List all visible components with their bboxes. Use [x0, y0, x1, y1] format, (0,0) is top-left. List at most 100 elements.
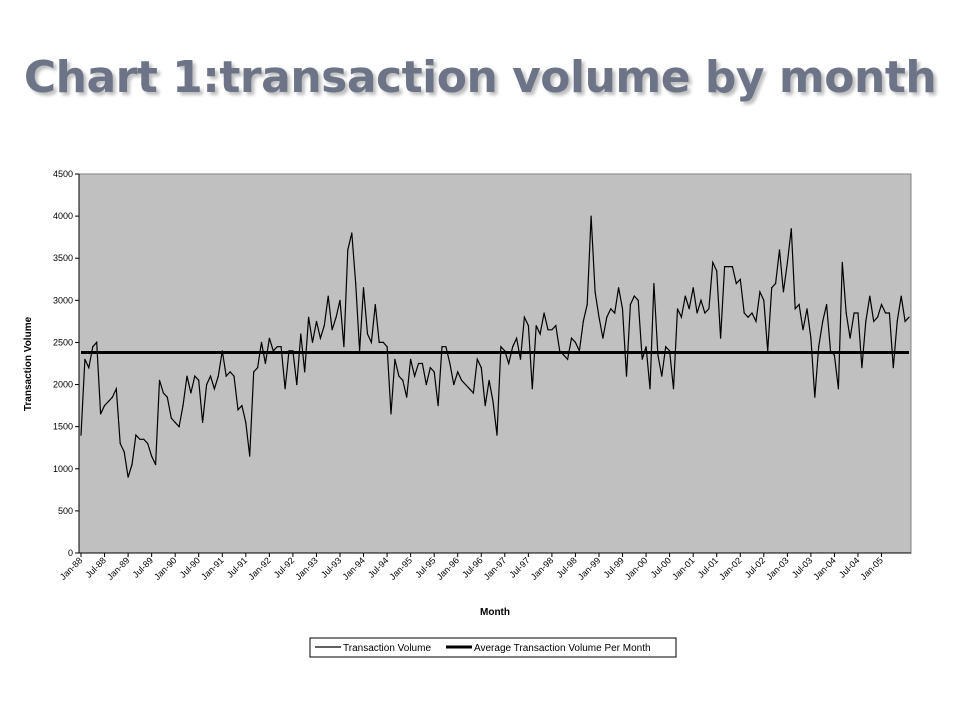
- data-point: [672, 388, 675, 390]
- data-point: [696, 312, 698, 314]
- legend: Transaction Volume Average Transaction V…: [309, 637, 677, 658]
- data-point: [410, 358, 412, 360]
- data-point: [221, 350, 223, 352]
- data-point: [755, 320, 757, 322]
- data-point: [280, 346, 282, 348]
- data-point: [594, 291, 596, 293]
- data-point: [378, 341, 380, 343]
- data-point: [206, 384, 208, 386]
- legend-label-transaction-volume: Transaction Volume: [343, 643, 431, 654]
- data-point: [873, 320, 875, 322]
- data-point: [884, 312, 887, 314]
- data-point: [731, 266, 734, 268]
- data-point: [331, 329, 333, 331]
- data-point: [535, 325, 537, 327]
- data-point: [653, 282, 655, 285]
- x-axis-title: Month: [480, 607, 510, 618]
- data-point: [174, 421, 176, 424]
- data-point: [84, 358, 86, 360]
- data-point: [539, 333, 541, 335]
- data-point: [625, 375, 628, 377]
- data-point: [257, 367, 259, 369]
- data-point: [143, 438, 145, 440]
- data-point: [688, 308, 690, 310]
- data-point: [790, 228, 792, 230]
- data-point: [237, 409, 239, 411]
- data-point: [543, 312, 545, 314]
- x-tick-label: Jul-04: [837, 555, 861, 579]
- data-point: [763, 299, 765, 301]
- y-tick-label: 1000: [53, 464, 73, 474]
- data-point: [500, 346, 502, 348]
- data-point: [339, 299, 341, 301]
- data-point: [382, 341, 384, 343]
- data-point: [288, 350, 290, 352]
- data-point: [162, 392, 164, 394]
- data-point: [119, 442, 121, 445]
- data-point: [735, 282, 737, 285]
- data-point: [512, 346, 514, 348]
- legend-label-average: Average Transaction Volume Per Month: [474, 643, 651, 654]
- data-point: [217, 375, 219, 377]
- x-tick-label: Jul-96: [460, 555, 484, 579]
- data-point: [476, 358, 478, 360]
- data-point: [767, 350, 769, 352]
- y-tick-label: 500: [58, 506, 73, 516]
- data-point: [849, 337, 851, 339]
- data-point: [304, 371, 306, 373]
- x-tick-label: Jul-92: [272, 555, 296, 579]
- data-point: [751, 312, 753, 314]
- data-point: [253, 371, 255, 373]
- data-point: [771, 287, 773, 289]
- data-point: [366, 333, 369, 335]
- data-point: [453, 384, 455, 386]
- data-point: [202, 421, 204, 424]
- x-tick-label: Jan-05: [858, 555, 885, 582]
- data-point: [869, 295, 871, 297]
- x-tick-label: Jan-02: [717, 555, 744, 582]
- data-point: [759, 291, 761, 293]
- data-point: [213, 388, 215, 390]
- data-point: [747, 316, 749, 318]
- data-point: [778, 249, 781, 251]
- y-tick-label: 0: [68, 548, 73, 558]
- data-point: [645, 346, 647, 348]
- x-tick-label: Jul-95: [413, 555, 437, 579]
- data-point: [347, 249, 349, 251]
- y-tick-label: 4500: [53, 169, 73, 179]
- data-point: [421, 362, 423, 365]
- series-points: [80, 215, 910, 478]
- data-point: [225, 375, 227, 377]
- x-tick-label: Jul-98: [554, 555, 578, 579]
- data-point: [123, 451, 125, 453]
- x-tick-label: Jul-94: [366, 555, 390, 579]
- data-point: [618, 287, 620, 289]
- data-point: [433, 371, 435, 373]
- data-point: [574, 341, 577, 343]
- data-point: [504, 350, 506, 352]
- data-point: [264, 362, 266, 365]
- data-point: [739, 278, 741, 280]
- data-point: [559, 350, 561, 352]
- data-point: [245, 421, 247, 424]
- data-point: [241, 405, 243, 407]
- x-tick-label: Jul-89: [131, 555, 155, 579]
- data-point: [308, 316, 310, 318]
- data-point: [166, 396, 168, 398]
- x-tick-label: Jan-99: [576, 555, 603, 582]
- data-point: [260, 341, 263, 343]
- data-point: [88, 367, 90, 369]
- x-tick-label: Jul-88: [84, 555, 108, 579]
- data-point: [468, 388, 471, 390]
- x-tick-label: Jan-93: [293, 555, 320, 582]
- x-tick-label: Jan-90: [152, 555, 179, 582]
- data-point: [802, 329, 804, 331]
- data-point: [578, 350, 581, 352]
- data-point: [904, 320, 906, 322]
- x-tick-label: Jan-92: [246, 555, 273, 582]
- data-point: [837, 388, 840, 390]
- data-point: [570, 337, 573, 339]
- data-point: [555, 325, 557, 327]
